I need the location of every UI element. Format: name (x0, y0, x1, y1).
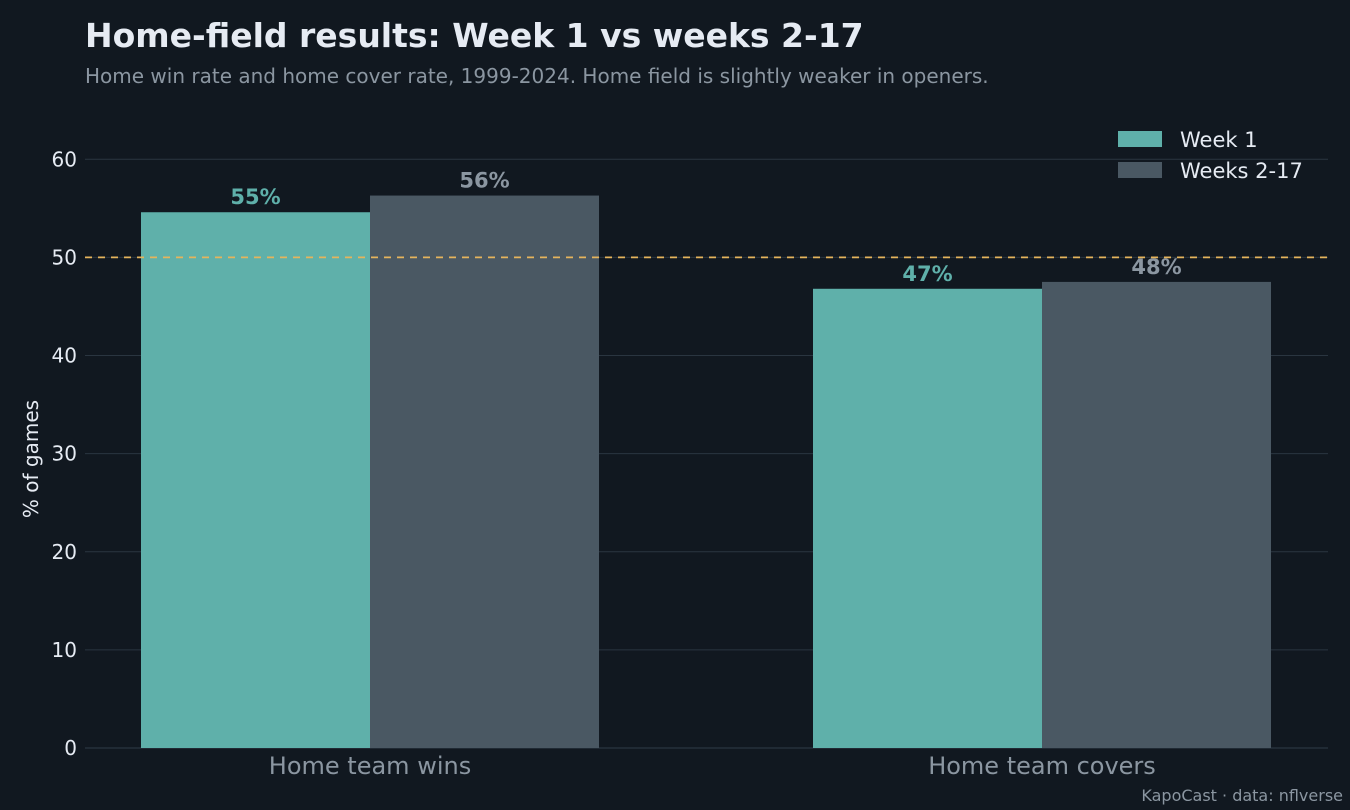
y-tick-label: 10 (52, 638, 77, 662)
bar-weeks2-17 (1042, 281, 1271, 748)
y-tick-label: 60 (52, 147, 77, 171)
source-credit: KapoCast · data: nflverse (1141, 786, 1343, 805)
bar-week1 (813, 288, 1042, 748)
legend-swatch (1118, 131, 1162, 147)
legend-swatch (1118, 162, 1162, 178)
y-tick-label: 0 (64, 736, 77, 760)
y-tick-label: 30 (52, 442, 77, 466)
y-tick-label: 20 (52, 540, 77, 564)
y-tick-label: 40 (52, 344, 77, 368)
bar-value-label: 48% (1131, 255, 1181, 279)
x-category-label: Home team wins (269, 752, 471, 780)
y-tick-label: 50 (52, 245, 77, 269)
x-category-label: Home team covers (928, 752, 1156, 780)
bar-week1 (141, 212, 370, 749)
chart-subtitle: Home win rate and home cover rate, 1999-… (85, 64, 989, 88)
bar-weeks2-17 (370, 195, 599, 748)
bar-value-label: 55% (230, 185, 280, 209)
bar-value-label: 56% (459, 169, 509, 193)
y-axis-label: % of games (19, 400, 43, 518)
legend-label: Week 1 (1180, 128, 1258, 152)
chart-title: Home-field results: Week 1 vs weeks 2-17 (85, 16, 864, 55)
bar-value-label: 47% (902, 262, 952, 286)
legend-label: Weeks 2-17 (1180, 159, 1303, 183)
